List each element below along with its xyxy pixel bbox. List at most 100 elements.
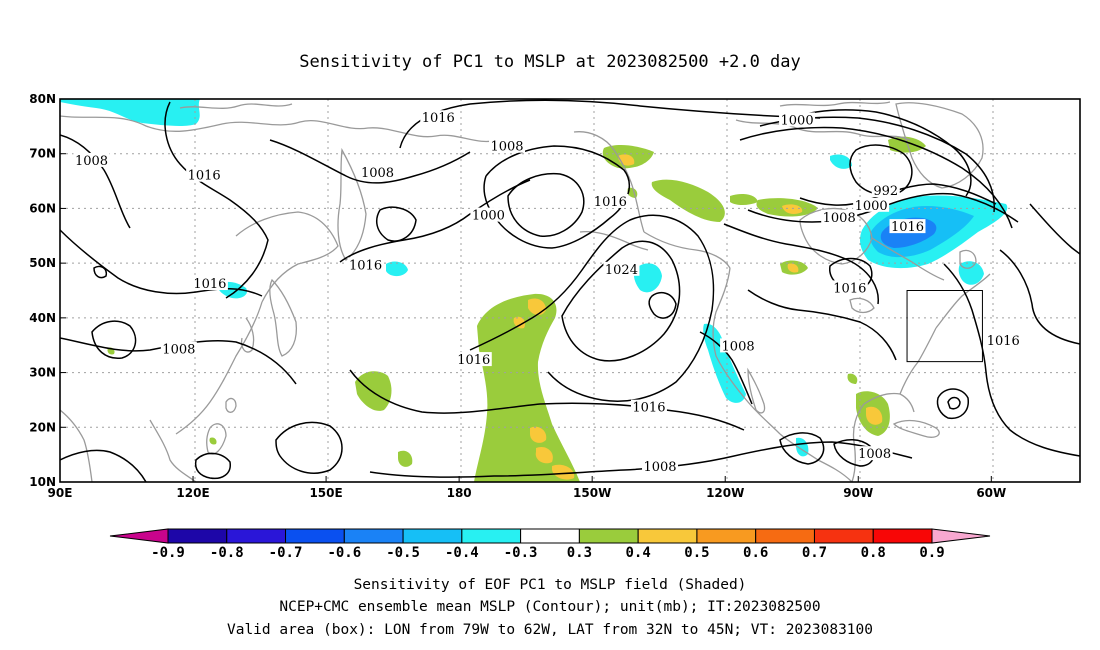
colorbar-level-label: 0.8 (861, 545, 886, 561)
coast-greenland (895, 102, 984, 189)
isobar-1024-pacific-high (561, 240, 681, 362)
coast-florida (899, 327, 937, 395)
contour-label-bg (871, 183, 900, 198)
lon-tick-label: 60W (976, 486, 1006, 500)
coast-hudson-bay (799, 207, 873, 265)
lon-tick-label: 150W (573, 486, 611, 500)
isobar-1016-atlantic-loop (936, 388, 969, 420)
contour-label-bg (630, 399, 667, 414)
lon-tick-label: 180 (447, 486, 472, 500)
isobar-992-low (849, 144, 913, 196)
coast-alaska-west (573, 131, 645, 233)
shade-atlantic-cyan (958, 261, 984, 285)
shade-gulf-yellow (866, 406, 883, 425)
contour-label-bg (853, 197, 890, 212)
colorbar-level-label: 0.3 (567, 545, 592, 561)
lon-tick-label: 120W (706, 486, 744, 500)
contour-label-bg (856, 446, 893, 461)
lat-tick-label: 70N (29, 147, 56, 161)
colorbar-level-label: -0.4 (445, 545, 479, 561)
shade-canada-small-yellow (787, 263, 799, 273)
isobar-1016-asia-small (93, 265, 108, 279)
coast-bc-coast (712, 267, 781, 435)
contour-label: 1016 (833, 281, 866, 296)
coast-japan (269, 278, 298, 357)
contour-label-bg (160, 341, 197, 356)
isobar-1016-india (60, 449, 147, 482)
caption-line-1: Sensitivity of EOF PC1 to MSLP field (Sh… (354, 577, 747, 593)
contour-label-bg (470, 207, 507, 222)
colorbar-level-label: -0.7 (269, 545, 303, 561)
lat-tick-label: 60N (29, 201, 56, 215)
isobar-1000-arctic-low (789, 109, 972, 197)
shade-kamchatka-patch (386, 261, 408, 277)
contour-label-bg (73, 152, 110, 167)
isobar-1016-asia-mid (60, 229, 263, 297)
colorbar-arrow-right (931, 528, 991, 544)
shade-arctic-west (60, 99, 200, 126)
shade-tiny-green-2 (209, 437, 217, 445)
isobar-1016-east-asia (164, 101, 269, 299)
contour-label: 1016 (594, 195, 627, 210)
colorbar-level-label: -0.8 (210, 545, 244, 561)
coast-indochina (149, 419, 197, 482)
contour-label: 1008 (823, 211, 856, 226)
isobar-1016-atlantic-inner (947, 396, 961, 410)
colorbar-swatch (578, 528, 639, 544)
contour-label: 1008 (162, 343, 195, 358)
isobar-1016-east-atlantic (1029, 203, 1080, 255)
coast-russia-arctic (60, 115, 499, 143)
contour-label-bg (779, 112, 816, 127)
isobar-1016-pacific-high-north (339, 179, 531, 263)
contour-label: 1016 (632, 401, 665, 416)
colorbar-level-label: -0.3 (504, 545, 538, 561)
colorbar-level-label: 0.5 (684, 545, 709, 561)
coast-okhotsk (235, 211, 339, 303)
caption-line-2: NCEP+CMC ensemble mean MSLP (Contour); u… (279, 599, 820, 615)
isobar-1016-subtropical (349, 369, 745, 431)
contour-label: 1016 (891, 220, 924, 235)
colorbar-level-label: -0.6 (327, 545, 361, 561)
lat-tick-label: 10N (29, 475, 56, 489)
colorbar-level-label: 0.9 (919, 545, 944, 561)
coast-us-east (935, 273, 991, 329)
colorbar-swatch (461, 528, 522, 544)
coast-korea (240, 317, 255, 353)
shade-hudson-cyan (830, 154, 852, 169)
coast-taymyr (179, 103, 293, 109)
contour-label-bg (831, 280, 868, 295)
contour-label: 1000 (855, 199, 888, 214)
coast-kamchatka (337, 147, 367, 261)
colorbar-level-label: -0.9 (151, 545, 185, 561)
colorbar-level-label: -0.5 (386, 545, 420, 561)
contour-label: 1016 (349, 258, 382, 273)
contour-label-bg (821, 209, 858, 224)
colorbar-level-label: 0.6 (743, 545, 768, 561)
coast-china-coast (175, 301, 263, 435)
contour-label-bg (455, 352, 492, 367)
contour-label: 1008 (490, 140, 523, 155)
colorbar-arrow-left (109, 528, 169, 544)
isobar-1016-arctic-low (739, 126, 1013, 229)
graticule (60, 99, 1080, 482)
contour-label: 1016 (422, 111, 455, 126)
colorbar: -0.9 -0.8 -0.7 -0.6 -0.5 -0.4 -0.3 0.3 0.4 0.5 0.6… (109, 528, 991, 561)
coast-great-lakes (849, 297, 875, 314)
lat-tick-label: 50N (29, 256, 56, 270)
colorbar-swatch (520, 528, 580, 544)
contour-label: 1008 (643, 460, 676, 475)
contour-label-bg (347, 257, 384, 272)
shade-pacific-yellow-3 (530, 426, 547, 443)
shade-pacific-yellow-5 (552, 464, 575, 480)
shade-gulf-alaska-cyan (633, 263, 662, 293)
contour-label: 1024 (605, 263, 638, 278)
contour-label-bg (642, 458, 679, 473)
contour-label: 1000 (472, 209, 505, 224)
coast-taiwan (225, 397, 237, 413)
lon-tick-label: 150E (309, 486, 342, 500)
figure-title: Sensitivity of PC1 to MSLP at 2023082500… (299, 52, 801, 72)
coast-arctic-islands (779, 101, 891, 107)
contour-label: 1008 (858, 447, 891, 462)
mslp-contours (60, 99, 1080, 482)
